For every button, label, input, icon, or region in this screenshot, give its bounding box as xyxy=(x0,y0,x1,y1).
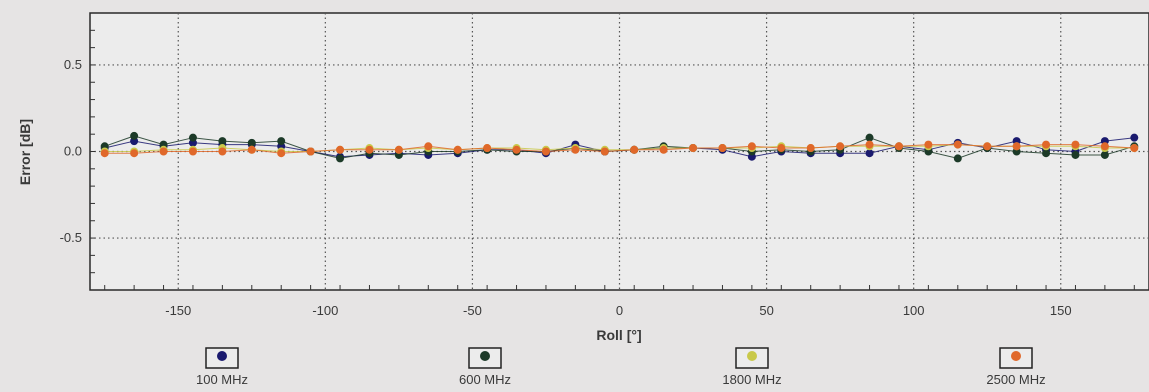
data-point xyxy=(1071,140,1080,149)
x-tick-label: 0 xyxy=(616,303,623,318)
data-point xyxy=(336,145,345,154)
x-tick-label: -50 xyxy=(463,303,482,318)
data-point xyxy=(1100,142,1109,151)
x-tick-label: 50 xyxy=(759,303,773,318)
data-point xyxy=(453,145,462,154)
series-line-3 xyxy=(104,144,1135,154)
data-point xyxy=(836,142,845,151)
legend-item: 1800 MHz xyxy=(722,347,782,387)
x-tick-label: 100 xyxy=(903,303,925,318)
legend-label: 2500 MHz xyxy=(986,372,1045,387)
legend-marker xyxy=(747,351,757,361)
y-tick-label: 0.0 xyxy=(64,144,82,159)
data-point xyxy=(188,133,197,142)
data-point xyxy=(571,145,580,154)
tick-labels: -150 -100 -50 0 50 100 150 0.5 0.0 -0.5 xyxy=(60,57,1072,318)
data-point xyxy=(424,142,433,151)
data-point xyxy=(1100,150,1109,159)
data-point xyxy=(541,147,550,156)
legend-item: 2500 MHz xyxy=(986,347,1046,387)
data-point xyxy=(1071,150,1080,159)
data-point xyxy=(247,145,256,154)
legend-marker xyxy=(217,351,227,361)
legend-label: 600 MHz xyxy=(459,372,511,387)
data-point xyxy=(483,144,492,153)
data-point xyxy=(247,138,256,147)
data-point xyxy=(394,145,403,154)
data-point xyxy=(953,140,962,149)
legend-item: 600 MHz xyxy=(459,347,511,387)
y-tick-label: 0.5 xyxy=(64,57,82,72)
data-point xyxy=(924,140,933,149)
data-point xyxy=(130,149,139,158)
series-lines xyxy=(104,135,1135,159)
data-point xyxy=(1042,140,1051,149)
data-point xyxy=(365,145,374,154)
data-point xyxy=(277,137,286,146)
x-tick-label: 150 xyxy=(1050,303,1072,318)
data-point xyxy=(865,133,874,142)
y-tick-label: -0.5 xyxy=(60,230,82,245)
data-point xyxy=(336,154,345,163)
data-point xyxy=(306,147,315,156)
data-point xyxy=(1130,144,1139,153)
data-point xyxy=(865,140,874,149)
x-tick-label: -100 xyxy=(312,303,338,318)
data-point xyxy=(865,149,874,158)
data-point xyxy=(659,145,668,154)
x-tick-label: -150 xyxy=(165,303,191,318)
data-point xyxy=(218,137,227,146)
legend-marker xyxy=(480,351,490,361)
data-point xyxy=(100,149,109,158)
data-point xyxy=(894,142,903,151)
series-points xyxy=(100,131,1139,163)
data-point xyxy=(218,147,227,156)
data-point xyxy=(512,145,521,154)
data-point xyxy=(630,145,639,154)
data-point xyxy=(747,142,756,151)
x-axis-title: Roll [°] xyxy=(596,327,641,343)
data-point xyxy=(1130,133,1139,142)
legend-label: 100 MHz xyxy=(196,372,248,387)
data-point xyxy=(983,142,992,151)
data-point xyxy=(188,147,197,156)
legend-item: 100 MHz xyxy=(196,347,248,387)
data-point xyxy=(277,149,286,158)
legend-label: 1800 MHz xyxy=(722,372,781,387)
data-point xyxy=(777,144,786,153)
y-axis-title: Error [dB] xyxy=(17,119,33,185)
data-point xyxy=(130,131,139,140)
data-point xyxy=(159,147,168,156)
data-point xyxy=(718,144,727,153)
data-point xyxy=(1012,142,1021,151)
data-point xyxy=(953,154,962,163)
legend-marker xyxy=(1011,351,1021,361)
data-point xyxy=(600,147,609,156)
axis-ticks xyxy=(90,29,1135,290)
data-point xyxy=(806,144,815,153)
data-point xyxy=(1042,149,1051,158)
legend: 100 MHz 600 MHz 1800 MHz 2500 MHz xyxy=(196,347,1046,387)
data-point xyxy=(689,144,698,153)
